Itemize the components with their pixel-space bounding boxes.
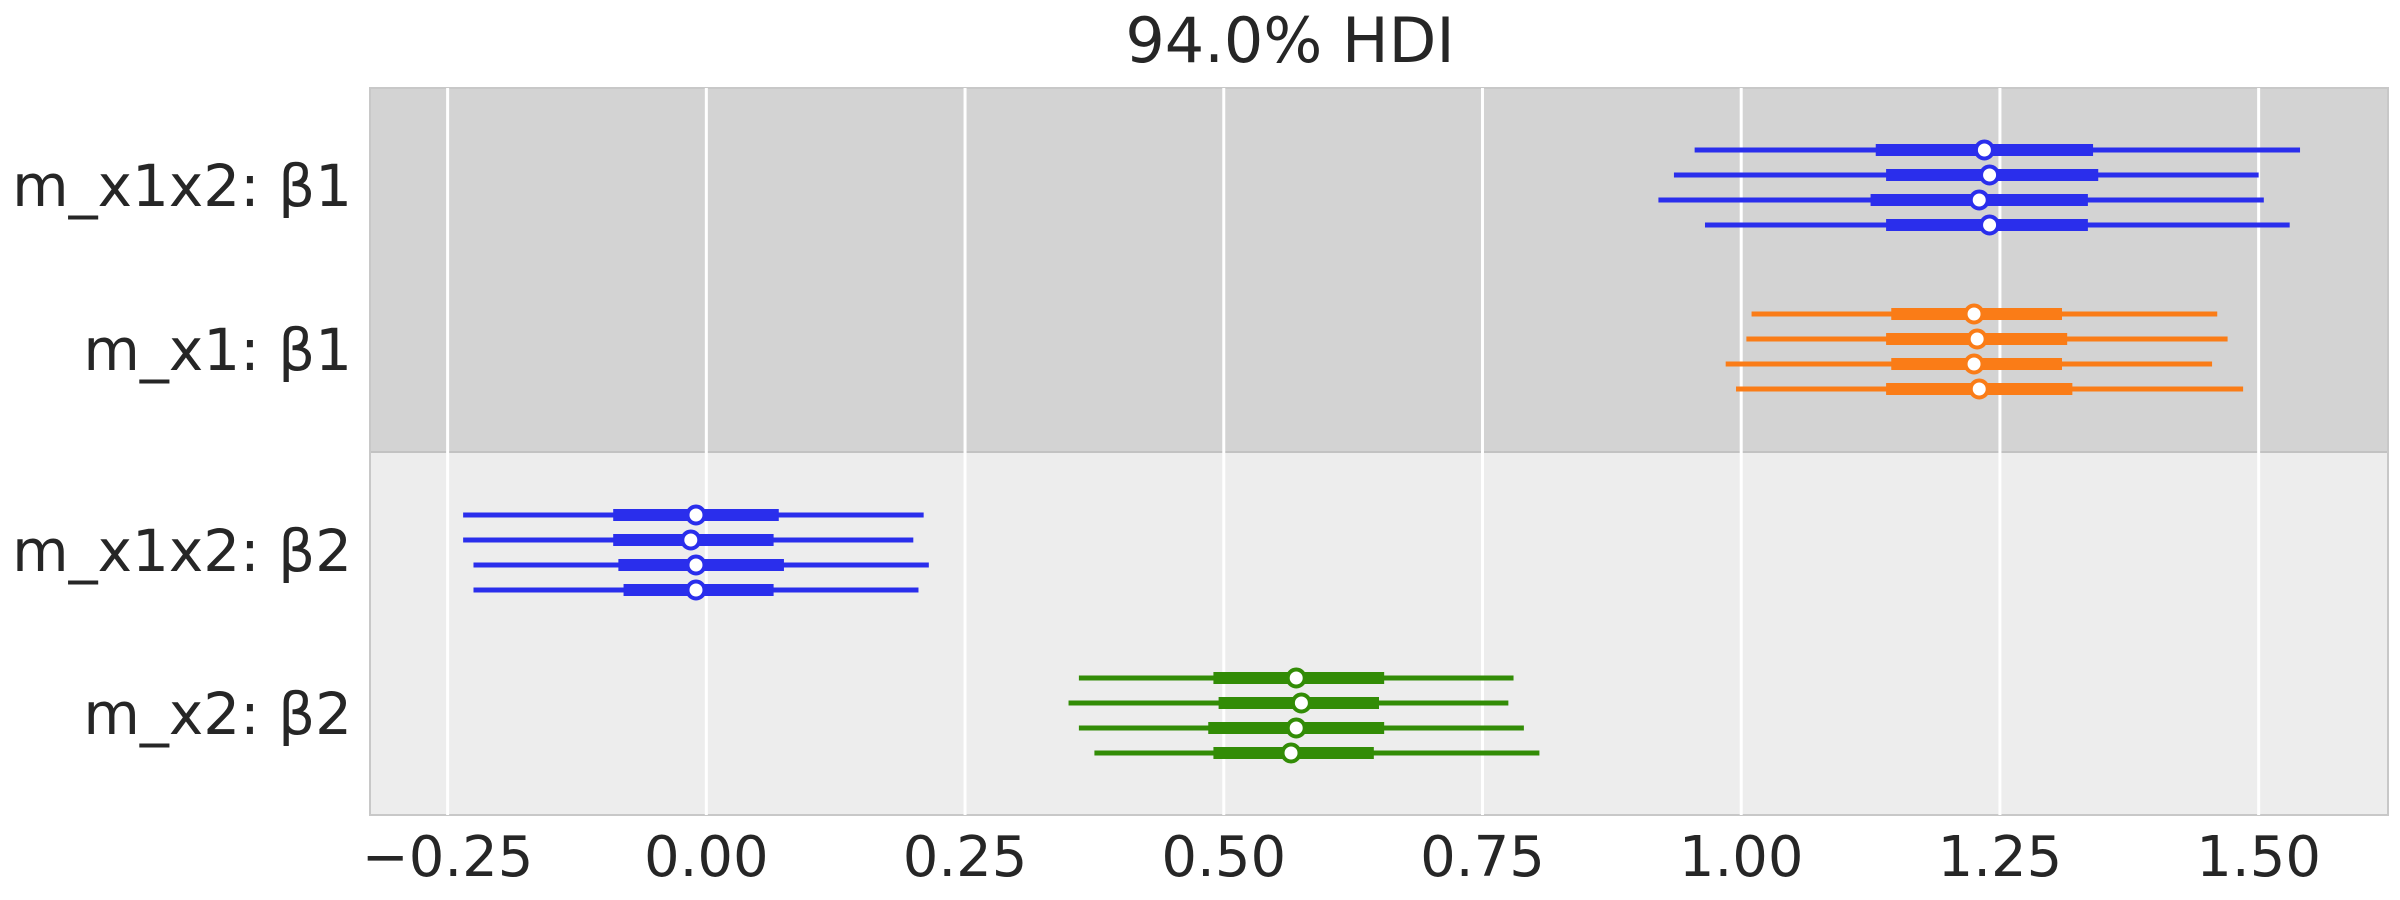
x-tick-label: 1.50 [2196, 825, 2321, 890]
median-point [680, 529, 702, 551]
median-point [1966, 328, 1988, 350]
x-tick-label: 1.00 [1679, 825, 1804, 890]
row-m_x1x2-0 [1658, 139, 2301, 236]
median-point [1968, 378, 1990, 400]
x-tick-label: 0.00 [644, 825, 769, 890]
chart-title: 94.0% HDI [1125, 4, 1454, 77]
x-gridlines [446, 88, 2261, 815]
band-beta1 [370, 88, 2388, 452]
median-point [1285, 717, 1307, 739]
band-beta2 [370, 452, 2388, 815]
y-label-m_x1: m_x1: β1 [83, 316, 352, 384]
chain-1 [463, 529, 914, 551]
median-point [685, 504, 707, 526]
chain-3 [473, 579, 919, 601]
chain-1 [1746, 328, 2228, 350]
median-point [1280, 742, 1302, 764]
row-m_x1-0 [1725, 303, 2244, 400]
chain-0 [463, 504, 924, 526]
median-point [1973, 139, 1995, 161]
chain-3 [1704, 214, 2290, 236]
median-point [1285, 667, 1307, 689]
plot-frame [369, 87, 2389, 816]
row-m_x2-1 [1068, 667, 1540, 764]
median-point [1290, 692, 1312, 714]
chain-3 [1736, 378, 2244, 400]
chain-3 [1094, 742, 1540, 764]
median-point [685, 579, 707, 601]
x-tick-label: −0.25 [362, 825, 534, 890]
y-label-m_x1x2: m_x1x2: β2 [12, 517, 352, 585]
y-label-m_x1x2: m_x1x2: β1 [12, 152, 352, 220]
y-tick-labels: m_x1x2: β1 m_x1: β1 m_x1x2: β2 m_x2: β2 [12, 152, 352, 748]
chain-2 [1078, 717, 1524, 739]
chain-2 [473, 554, 929, 576]
chain-0 [1694, 139, 2301, 161]
median-point [1963, 353, 1985, 375]
x-tick-label: 0.75 [1420, 825, 1545, 890]
chain-1 [1673, 164, 2259, 186]
chain-2 [1725, 353, 2213, 375]
chain-1 [1068, 692, 1509, 714]
median-point [1979, 164, 2001, 186]
x-tick-labels: −0.25 0.00 0.25 0.50 0.75 1.00 1.25 1.50 [362, 825, 2321, 890]
median-point [1979, 214, 2001, 236]
chain-2 [1658, 189, 2264, 211]
chain-intervals [463, 139, 2301, 764]
chain-0 [1078, 667, 1514, 689]
chain-0 [1751, 303, 2218, 325]
median-point [1968, 189, 1990, 211]
x-tick-label: 0.50 [1161, 825, 1286, 890]
row-m_x1x2-1 [463, 504, 929, 601]
y-label-m_x2: m_x2: β2 [83, 680, 352, 748]
x-tick-label: 1.25 [1938, 825, 2063, 890]
median-point [1963, 303, 1985, 325]
x-tick-label: 0.25 [903, 825, 1028, 890]
median-point [685, 554, 707, 576]
